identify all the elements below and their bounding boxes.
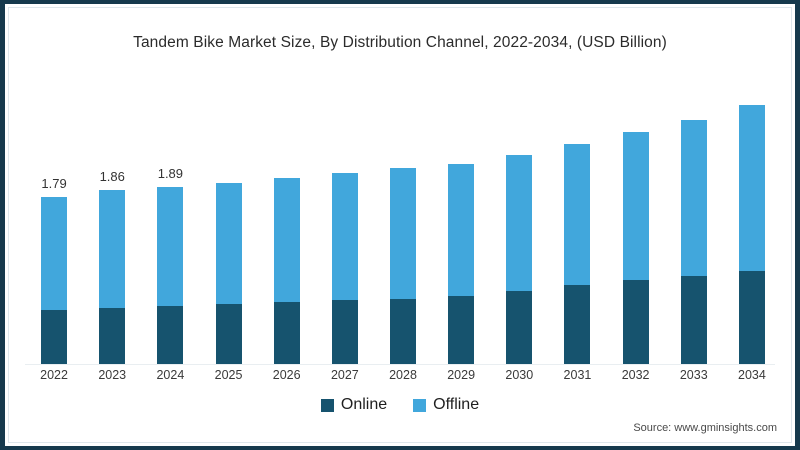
x-tick-label: 2032 [621,368,650,382]
x-tick-label: 2026 [272,368,301,382]
bar-group[interactable] [622,132,649,364]
chart-title: Tandem Bike Market Size, By Distribution… [133,34,667,51]
bar-group[interactable]: 1.89 [157,166,184,364]
bar-segment-offline[interactable] [41,196,68,310]
bar-segment-online[interactable] [331,300,358,364]
x-tick-label: 2022 [40,368,68,382]
bar-value-label: 1.86 [99,169,125,184]
legend-label: Offline [433,396,480,413]
bar-segment-online[interactable] [157,306,184,364]
bar-segment-offline[interactable] [448,163,475,296]
bar-group[interactable] [448,163,475,364]
source-attribution: Source: www.gminsights.com [633,422,777,434]
bar-group[interactable]: 1.86 [99,169,126,364]
bar-group[interactable] [273,177,300,364]
legend-item-online[interactable]: Online [320,396,388,414]
bar-segment-offline[interactable] [390,167,416,299]
bar-segment-online[interactable] [215,304,242,364]
bar-segment-offline[interactable] [99,190,126,308]
bar-group[interactable] [680,119,707,364]
bar-segment-offline[interactable] [215,183,242,305]
bar-segment-online[interactable] [273,302,300,364]
bar-group[interactable] [738,104,765,364]
bar-segment-online[interactable] [99,307,126,364]
x-tick-label: 2024 [156,368,185,382]
x-tick-label: 2029 [447,368,476,382]
x-tick-label: 2034 [738,368,766,382]
x-tick-label: 2031 [563,368,592,382]
x-axis-tick-labels: 2022 2023 2024 2025 2026 2027 2028 2029 2030 2031… [25,368,781,390]
bar-value-label: 1.89 [157,166,184,182]
legend-label: Online [340,396,388,413]
legend-item-offline[interactable]: Offline [413,396,479,414]
plot-area: 1.79 1.86 1.89 [25,74,781,364]
bar-group[interactable]: 1.79 [41,176,68,364]
bar-segment-offline[interactable] [622,132,649,280]
x-tick-label: 2028 [389,368,417,382]
bar-segment-offline[interactable] [564,144,591,286]
bar-segment-online[interactable] [448,295,475,364]
bar-segment-online[interactable] [41,309,68,364]
bar-segment-offline[interactable] [506,155,533,292]
bar-group[interactable] [564,144,591,364]
bar-segment-offline[interactable] [331,173,358,301]
x-tick-label: 2027 [330,368,359,382]
x-axis-baseline [25,364,775,365]
x-tick-label: 2025 [214,368,243,382]
bar-segment-offline[interactable] [157,187,184,306]
bar-segment-online[interactable] [506,291,533,364]
bar-value-label: 1.79 [41,175,67,191]
bar-group[interactable] [215,183,242,364]
bar-segment-offline[interactable] [273,177,300,303]
bar-segment-offline[interactable] [738,104,765,272]
bar-segment-online[interactable] [622,279,649,364]
bar-group[interactable] [331,173,358,364]
legend-swatch-icon [413,398,427,412]
bar-segment-online[interactable] [738,271,765,364]
bar-group[interactable] [390,167,416,364]
bar-segment-offline[interactable] [680,119,707,277]
x-tick-label: 2033 [679,368,708,382]
legend-swatch-icon [320,398,334,412]
x-tick-label: 2023 [98,368,127,382]
chart-legend: Online Offline [5,396,795,414]
bar-segment-online[interactable] [564,285,591,364]
bar-group[interactable] [506,155,533,364]
bar-segment-online[interactable] [680,276,707,364]
x-tick-label: 2030 [505,368,534,382]
bar-segment-online[interactable] [390,298,416,364]
